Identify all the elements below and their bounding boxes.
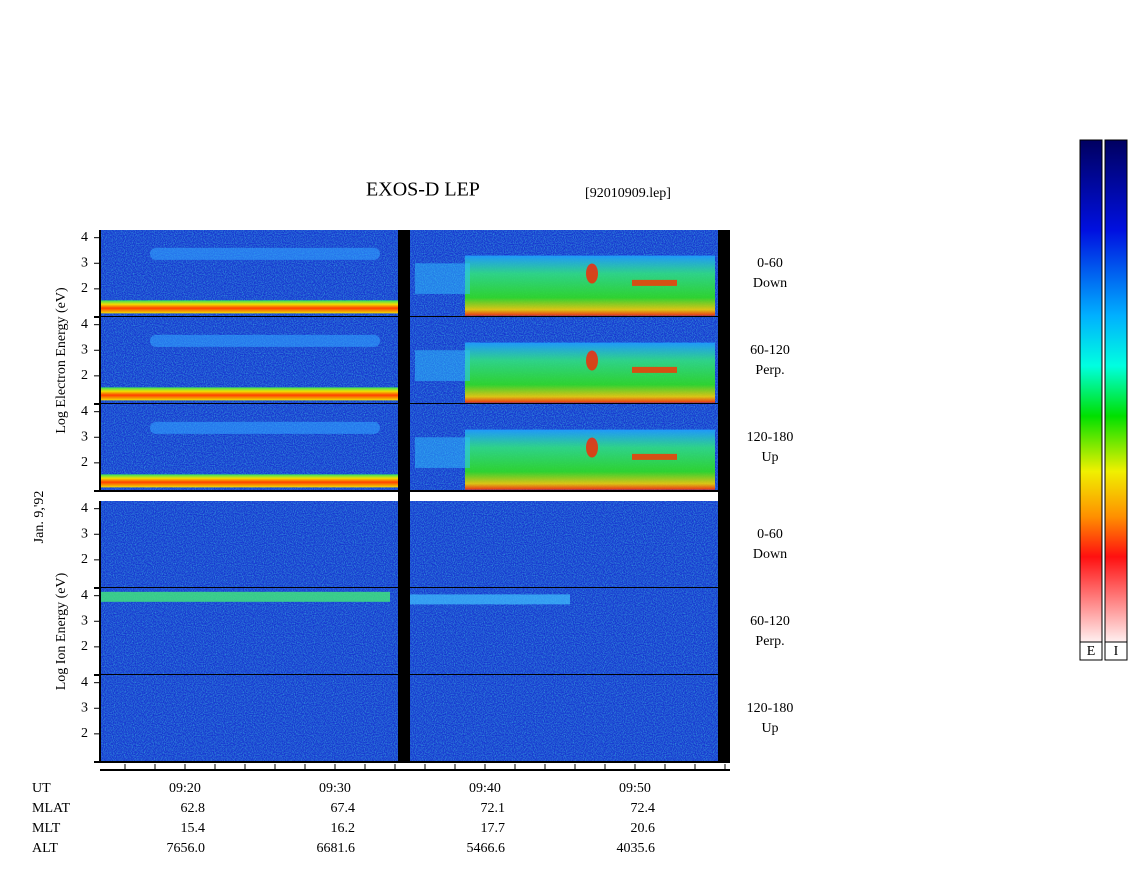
panel-direction: Down [753,276,787,291]
y-tick-label: 4 [81,317,88,332]
y-tick-label: 3 [81,613,88,628]
y-axis-label: Log Electron Energy (eV) [54,287,69,434]
panel-range: 60-120 [750,614,790,629]
electron-band [100,300,398,314]
panel-direction: Up [761,721,778,736]
y-tick-label: 3 [81,526,88,541]
electron-band [100,474,398,488]
orbit-value: 6681.6 [317,841,356,856]
y-tick-label: 2 [81,639,88,654]
colorbar-label: E [1087,644,1096,659]
y-tick-label: 4 [81,588,88,603]
ion-band [100,591,390,602]
y-tick-label: 4 [81,675,88,690]
time-label: 09:40 [469,781,501,796]
colorbar [1104,139,1128,643]
panel-direction: Perp. [755,363,784,378]
panel-range: 120-180 [747,701,794,716]
panel-direction: Down [753,547,787,562]
y-tick-label: 4 [81,404,88,419]
colorbar-label-box [1104,641,1128,661]
spectrogram-noise [100,501,730,588]
orbit-value: 5466.6 [467,841,506,856]
orbit-value: 7656.0 [167,841,206,856]
orbit-value: 72.4 [631,801,656,816]
panel-direction: Up [761,450,778,465]
faint-band [150,334,380,347]
faint-band [150,247,380,260]
orbit-value: 15.4 [181,821,206,836]
row-label: ALT [32,841,58,856]
data-gap [718,230,730,762]
cyan-rise [415,437,470,468]
electron-band [100,387,398,401]
y-tick-label: 4 [81,230,88,245]
spectrogram-noise [100,675,730,762]
y-tick-label: 2 [81,726,88,741]
panel-range: 60-120 [750,343,790,358]
colorbar-label: I [1114,644,1119,659]
hot-band [632,279,677,286]
chart-title: EXOS-D LEP [366,179,480,201]
time-label: 09:30 [319,781,351,796]
hot-spot [586,350,598,371]
time-label: 09:50 [619,781,651,796]
y-tick-label: 3 [81,429,88,444]
orbit-value: 4035.6 [617,841,656,856]
panel-range: 0-60 [757,256,783,271]
y-tick-label: 3 [81,342,88,357]
hot-spot [586,263,598,284]
cyan-rise [415,350,470,381]
orbit-value: 20.6 [631,821,656,836]
orbit-value: 67.4 [331,801,356,816]
y-tick-label: 2 [81,455,88,470]
orbit-value: 62.8 [181,801,206,816]
time-label: 09:20 [169,781,201,796]
faint-band [150,421,380,434]
panel-range: 0-60 [757,527,783,542]
y-tick-label: 3 [81,255,88,270]
row-label: MLT [32,821,61,836]
y-tick-label: 3 [81,700,88,715]
panel-range: 120-180 [747,430,794,445]
ion-band [410,594,570,605]
data-gap [398,230,410,762]
colorbar-label-box [1079,641,1103,661]
orbit-value: 16.2 [331,821,356,836]
row-label: UT [32,781,51,796]
y-tick-label: 4 [81,501,88,516]
y-axis-label: Log Ion Energy (eV) [54,572,69,690]
file-name: [92010909.lep] [585,186,671,201]
colorbar [1079,139,1103,643]
y-tick-label: 2 [81,281,88,296]
cyan-rise [415,263,470,294]
orbit-value: 72.1 [481,801,506,816]
hot-band [632,453,677,460]
y-tick-label: 2 [81,368,88,383]
orbit-value: 17.7 [481,821,506,836]
date-label: Jan. 9,'92 [32,491,47,544]
hot-band [632,366,677,373]
panel-direction: Perp. [755,634,784,649]
hot-spot [586,437,598,458]
row-label: MLAT [32,801,71,816]
y-tick-label: 2 [81,552,88,567]
